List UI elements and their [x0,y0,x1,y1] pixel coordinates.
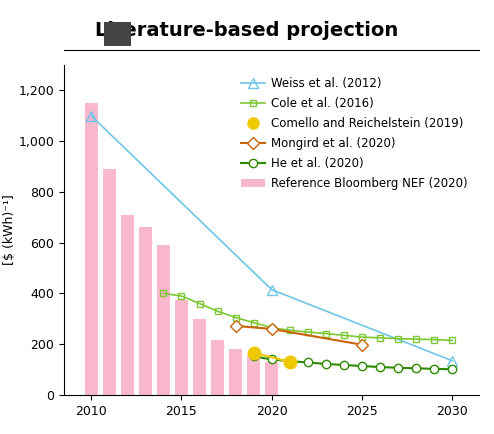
Bar [139,227,152,395]
Bar [103,169,116,395]
Bar [175,300,188,395]
Bar [121,215,134,395]
Bar [247,355,260,395]
Bar [193,319,206,395]
Bar [157,245,170,395]
Bar [84,103,98,395]
Bar [265,362,279,395]
Y-axis label: [$ (kWh)⁻¹]: [$ (kWh)⁻¹] [3,194,16,266]
Bar [211,340,224,395]
Text: Lithium-ion (LIB): Lithium-ion (LIB) [372,29,477,39]
Bar [229,349,243,395]
Legend: Weiss et al. (2012), Cole et al. (2016), Comello and Reichelstein (2019), Mongir: Weiss et al. (2012), Cole et al. (2016),… [235,71,473,196]
Text: Literature-based projection: Literature-based projection [95,21,399,40]
